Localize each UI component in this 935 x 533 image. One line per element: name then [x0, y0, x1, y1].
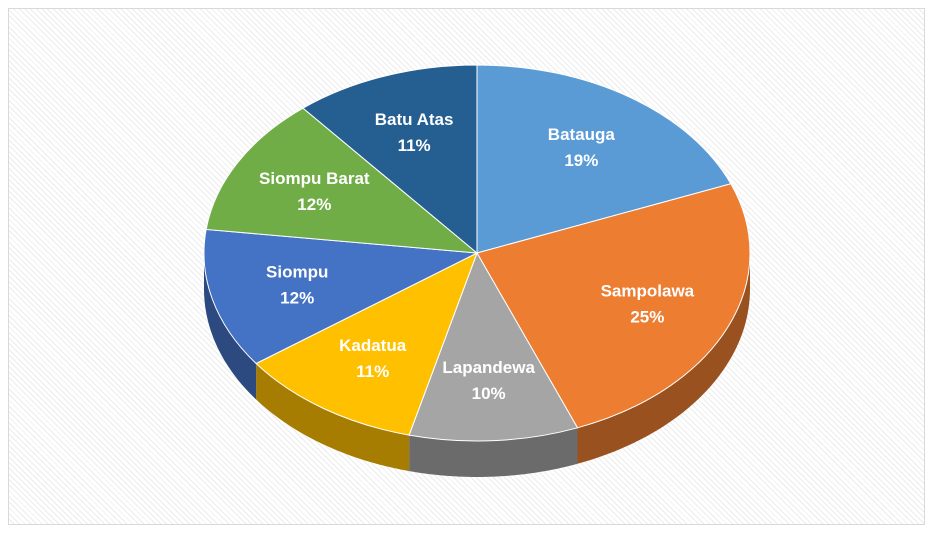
slice: [302, 64, 478, 255]
value-label: 11%: [398, 136, 431, 155]
slice: [476, 64, 732, 254]
slice-label: Siompu: [266, 262, 328, 281]
value-label: 11%: [356, 362, 389, 381]
slice-label: Batu Atas: [375, 110, 454, 129]
value-label: 12%: [280, 288, 314, 307]
value-label: 19%: [564, 151, 598, 170]
slice-side: [409, 427, 578, 477]
slice-label: Lapandewa: [442, 358, 535, 377]
slice-label: Batauga: [548, 125, 616, 144]
slice: [203, 228, 479, 365]
slice: [476, 183, 751, 429]
slice: [205, 107, 479, 254]
slice-side: [577, 253, 750, 464]
slice-label: Siompu Barat: [259, 169, 370, 188]
slice-label: Kadatua: [339, 336, 407, 355]
slice: [255, 251, 478, 436]
value-label: 10%: [472, 384, 506, 403]
value-label: 25%: [630, 307, 664, 326]
slice-side: [204, 253, 257, 400]
slice: [408, 251, 579, 442]
slice-label: Sampolawa: [601, 281, 695, 300]
value-label: 12%: [297, 195, 331, 214]
slice-side: [256, 363, 410, 472]
